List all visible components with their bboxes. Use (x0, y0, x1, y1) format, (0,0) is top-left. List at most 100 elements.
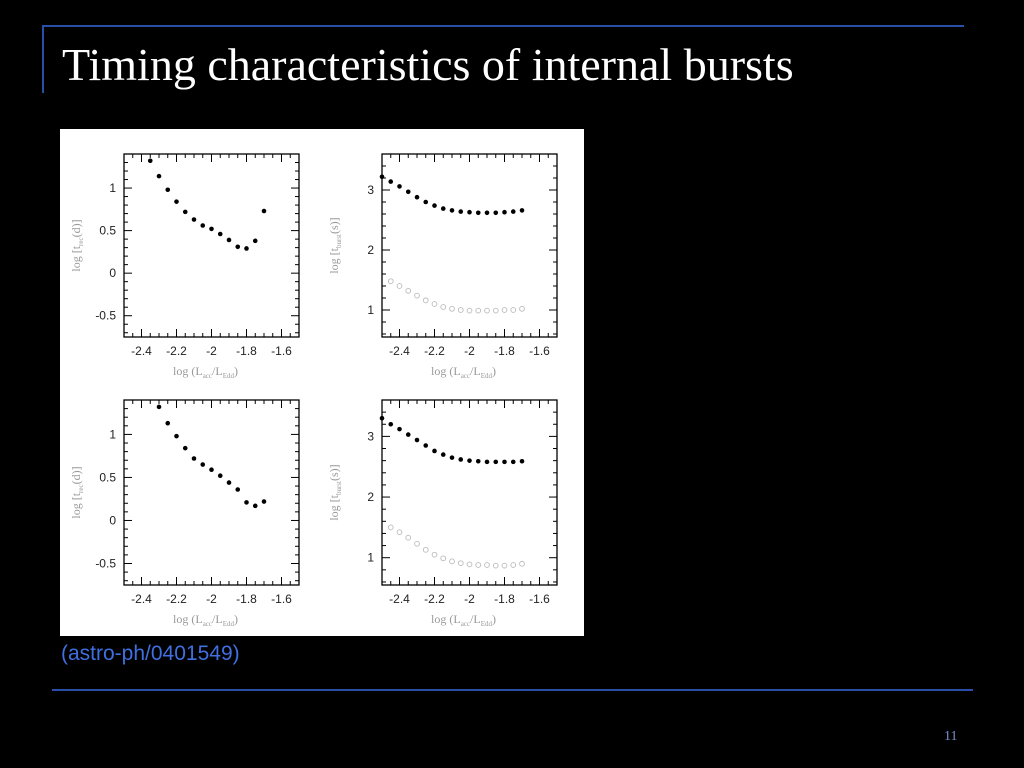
data-point (174, 199, 179, 204)
data-point (510, 209, 516, 214)
x-axis-label-mid: /L (212, 364, 223, 378)
x-tick-label: -1.6 (271, 344, 292, 358)
data-point-open (475, 307, 482, 314)
y-axis-label: log [trec(d)] (69, 466, 85, 518)
y-tick-label: 1 (367, 551, 374, 565)
data-point (217, 473, 223, 479)
title-top-rule (42, 25, 964, 27)
data-point (440, 452, 446, 457)
data-point (475, 458, 481, 464)
y-axis-label-sub: rec (77, 237, 85, 246)
x-tick-label: -1.8 (236, 592, 257, 606)
data-point-open (519, 305, 525, 312)
y-tick-label: 0 (109, 266, 116, 280)
title-left-rule (42, 25, 44, 93)
x-tick-label: -2.2 (424, 344, 445, 358)
x-axis-label: log (Lacc/LEdd) (173, 364, 238, 380)
series-open (387, 524, 525, 569)
data-point (156, 173, 162, 179)
data-point-open (405, 534, 412, 541)
data-point (414, 194, 420, 200)
x-axis-label-end: ) (234, 612, 238, 626)
x-axis-label-sub1: acc (203, 372, 212, 380)
x-tick-label: -2.2 (166, 592, 187, 606)
data-point (209, 467, 214, 472)
x-axis-label-main: log (L (431, 612, 461, 626)
y-axis-label-end: (d)] (69, 466, 83, 484)
x-axis-label-main: log (L (173, 364, 203, 378)
data-point (405, 432, 411, 437)
data-point (174, 433, 179, 439)
data-point (244, 500, 249, 505)
x-tick-label: -1.6 (529, 344, 550, 358)
x-tick-label: -2 (206, 592, 217, 606)
data-point (235, 244, 241, 250)
data-point (432, 203, 437, 208)
data-point (235, 487, 241, 492)
data-point (502, 459, 507, 465)
y-tick-label: 1 (367, 303, 374, 317)
footer-rule (52, 689, 973, 691)
y-tick-label: 1 (109, 181, 116, 195)
data-point (182, 445, 188, 451)
x-tick-label: -1.8 (236, 344, 257, 358)
data-point (432, 448, 437, 454)
x-axis-label-end: ) (492, 364, 496, 378)
y-axis-label-end: (s)] (327, 464, 341, 481)
data-point (458, 209, 464, 214)
x-axis-label-main: log (L (431, 364, 461, 378)
data-point (423, 443, 429, 448)
data-point-open (449, 305, 455, 312)
data-point-open (457, 560, 464, 567)
data-point (449, 208, 455, 213)
data-point (519, 458, 525, 464)
y-axis-label: log [tburst(s)] (327, 217, 343, 273)
y-axis-label-main: log [t (327, 494, 341, 520)
series-open (387, 278, 525, 314)
x-axis-label-mid: /L (470, 612, 481, 626)
x-axis-label-sub1: acc (461, 620, 470, 628)
data-point (484, 210, 490, 216)
x-axis-label-sub1: acc (461, 372, 470, 380)
x-axis-label-end: ) (492, 612, 496, 626)
y-tick-label: -0.5 (95, 309, 116, 323)
data-point-open (440, 555, 447, 562)
y-axis-label-main: log [t (69, 492, 83, 518)
y-tick-label: 0.5 (99, 224, 116, 238)
data-point-open (414, 540, 420, 547)
page-number: 11 (944, 729, 958, 744)
series-filled (379, 174, 525, 216)
data-point-open (449, 558, 455, 565)
y-axis-label: log [trec(d)] (69, 219, 85, 271)
data-point (156, 404, 162, 410)
data-point (244, 246, 249, 251)
x-axis-label-sub1: acc (203, 620, 212, 628)
y-tick-label: 1 (109, 427, 116, 441)
x-tick-label: -2.4 (131, 344, 152, 358)
x-tick-label: -2 (464, 344, 475, 358)
y-axis-label-main: log [t (69, 245, 83, 271)
x-axis-label-sub2: Edd (481, 620, 493, 628)
figure-panel: -2.4 -2.2 -2 -1.8 -1.6 -0.5 0 0.5 1 log (Lacc/LEd… (60, 129, 584, 636)
y-axis-label-main: log [t (327, 247, 341, 273)
data-point (467, 458, 472, 463)
data-point-open (396, 283, 403, 289)
x-tick-label: -1.8 (494, 592, 515, 606)
series-filled (379, 415, 525, 465)
data-point (191, 456, 197, 461)
data-point-open (492, 307, 499, 314)
data-point-open (492, 562, 499, 569)
data-point-open (510, 307, 517, 313)
data-point (379, 174, 385, 180)
data-point (191, 217, 197, 222)
y-axis-label-end: (d)] (69, 219, 83, 237)
x-tick-label: -1.6 (529, 592, 550, 606)
series-filled (156, 404, 267, 509)
data-point-open (405, 287, 412, 294)
y-axis-label-sub: burst (335, 481, 343, 495)
data-point (261, 208, 267, 214)
x-axis-label-main: log (L (173, 612, 203, 626)
